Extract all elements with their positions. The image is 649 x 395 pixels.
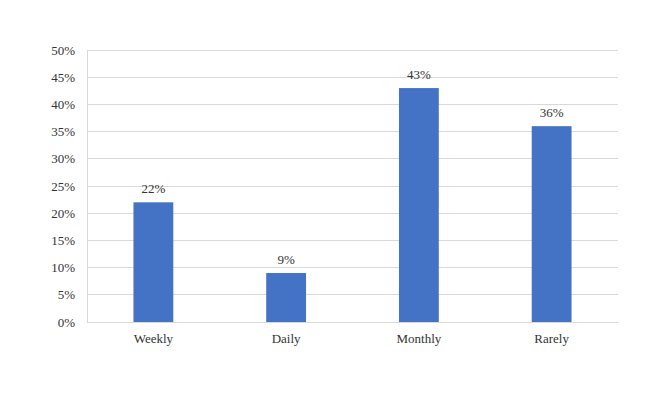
y-axis: 0% 5% 10% 15% 20% 25% 30% 35% 40% 45% 50% <box>51 43 87 330</box>
bar <box>532 126 572 322</box>
data-label: 22% <box>141 181 165 196</box>
y-axis-line <box>87 51 88 323</box>
grid-line <box>87 104 618 105</box>
x-tick-label: Monthly <box>396 331 441 346</box>
x-axis-line <box>88 322 619 323</box>
y-tick: 10% <box>51 260 87 275</box>
x-tick-label: Daily <box>272 331 301 346</box>
bar <box>266 273 306 322</box>
x-tick: Weekly <box>134 322 174 346</box>
y-tick-label: 40% <box>51 97 75 112</box>
data-labels: 22% 9% 43% 36% <box>141 67 563 267</box>
bars <box>133 88 571 322</box>
y-tick: 30% <box>51 151 87 166</box>
y-tick-label: 30% <box>51 151 75 166</box>
y-tick: 25% <box>51 179 87 194</box>
bar <box>399 88 439 322</box>
y-tick-label: 5% <box>58 287 76 302</box>
y-tick-label: 50% <box>51 43 75 58</box>
x-tick: Daily <box>272 322 301 346</box>
x-tick-label: Rarely <box>534 331 569 346</box>
data-label: 9% <box>277 252 295 267</box>
y-tick: 45% <box>51 70 87 85</box>
y-tick-label: 15% <box>51 233 75 248</box>
y-tick-label: 20% <box>51 206 75 221</box>
y-tick: 0% <box>58 315 87 330</box>
y-tick-label: 35% <box>51 124 75 139</box>
y-tick-label: 45% <box>51 70 75 85</box>
y-tick: 15% <box>51 233 87 248</box>
x-tick: Monthly <box>396 322 441 346</box>
y-tick: 35% <box>51 124 87 139</box>
x-tick: Rarely <box>534 322 569 346</box>
y-tick: 20% <box>51 206 87 221</box>
y-tick: 40% <box>51 97 87 112</box>
x-tick-label: Weekly <box>134 331 174 346</box>
grid <box>87 50 618 322</box>
chart: 0% 5% 10% 15% 20% 25% 30% 35% 40% 45% 50% Weekly Dai… <box>0 0 649 395</box>
grid-line <box>87 77 618 78</box>
y-tick: 50% <box>51 43 87 58</box>
plot: 0% 5% 10% 15% 20% 25% 30% 35% 40% 45% 50% Weekly Dai… <box>51 43 618 347</box>
y-tick: 5% <box>58 287 87 302</box>
y-tick-label: 10% <box>51 260 75 275</box>
grid-line <box>87 50 618 51</box>
y-tick-label: 0% <box>58 315 76 330</box>
y-tick-label: 25% <box>51 179 75 194</box>
bar <box>133 202 173 322</box>
data-label: 43% <box>407 67 431 82</box>
x-axis: Weekly Daily Monthly Rarely <box>88 322 619 346</box>
data-label: 36% <box>540 105 564 120</box>
